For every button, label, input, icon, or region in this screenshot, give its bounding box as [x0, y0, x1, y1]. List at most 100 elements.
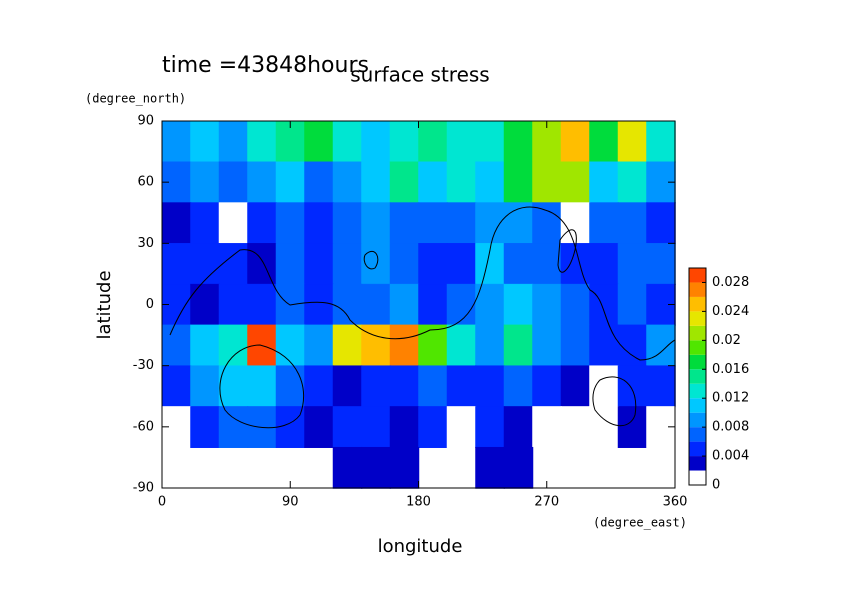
y-tick-label: 60	[137, 175, 154, 190]
field-cell	[589, 161, 619, 204]
field-cell	[446, 283, 477, 326]
field-cell	[332, 365, 363, 408]
field-cell	[646, 324, 676, 367]
field-cell	[161, 243, 192, 285]
y-unit: (degree_north)	[85, 92, 186, 106]
colorbar-tick-label: 0.02	[712, 333, 741, 348]
x-unit: (degree_east)	[593, 516, 687, 530]
colorbar-band	[689, 296, 706, 312]
field-cell	[532, 324, 562, 367]
colorbar-band	[689, 470, 706, 485]
field-cell	[475, 324, 505, 367]
y-axis-label: latitude	[94, 270, 115, 339]
field-cell	[361, 120, 391, 163]
field-cell	[304, 202, 334, 245]
field-cell	[190, 365, 220, 408]
field-cell	[503, 406, 534, 448]
field-cell	[617, 202, 648, 245]
field-cell	[389, 283, 420, 326]
coastlines	[169, 206, 676, 429]
field-cell	[446, 120, 477, 163]
field-cell	[332, 120, 363, 163]
colorbar-band	[689, 383, 706, 399]
field-cell	[275, 324, 306, 367]
field-cell	[475, 283, 505, 326]
colorbar-band	[689, 398, 706, 413]
colorbar-tick-label: 0.004	[712, 449, 749, 464]
field-cell	[617, 120, 648, 163]
field-cell	[304, 365, 334, 408]
field-cell	[503, 120, 534, 163]
field-cell	[389, 365, 420, 408]
field-cell	[361, 406, 391, 448]
field-cell	[532, 243, 562, 285]
colorbar-band	[689, 427, 706, 442]
field-cell	[275, 202, 306, 245]
field-cell	[589, 120, 619, 163]
field-cell	[446, 324, 477, 367]
field-cell	[161, 365, 192, 408]
field-cell	[304, 406, 334, 448]
colorbar-band	[689, 456, 706, 471]
x-tick-label: 270	[534, 495, 559, 510]
field-cell	[418, 324, 448, 367]
field-cell	[332, 324, 363, 367]
field-cell	[589, 283, 619, 326]
field-cell	[646, 120, 676, 163]
field-cell	[361, 243, 391, 285]
time-label: time =43848hours	[162, 53, 369, 78]
field-cell	[475, 446, 505, 489]
field-cell	[218, 161, 249, 204]
field-cell	[589, 243, 619, 285]
field-cell	[532, 202, 562, 245]
x-tick-label: 180	[406, 495, 431, 510]
field-cell	[361, 365, 391, 408]
colorbar-tick-label: 0.016	[712, 362, 749, 377]
field-cell	[190, 161, 220, 204]
colorbar-frame	[688, 267, 707, 486]
field-cell	[247, 365, 277, 408]
field-cell	[361, 202, 391, 245]
field-cell	[503, 283, 534, 326]
field-cell	[646, 365, 676, 408]
field-cell	[218, 283, 249, 326]
field-cell	[389, 446, 420, 489]
field-cell	[418, 365, 448, 408]
field-cell	[560, 324, 591, 367]
y-tick-label: -90	[133, 481, 154, 496]
field-cell	[304, 283, 334, 326]
field-cell	[418, 406, 448, 448]
field-cell	[560, 365, 591, 408]
field-cell	[190, 243, 220, 285]
field-cell	[332, 243, 363, 285]
field-cell	[418, 283, 448, 326]
field-cell	[589, 365, 619, 408]
field-cell	[418, 120, 448, 163]
field-cell	[646, 243, 676, 285]
field-cell	[503, 243, 534, 285]
field-cell	[560, 161, 591, 204]
field-cell	[446, 161, 477, 204]
field-cell	[418, 243, 448, 285]
field-cell	[389, 243, 420, 285]
field-cell	[332, 202, 363, 245]
x-tick-label: 0	[158, 495, 166, 510]
field-cell	[304, 161, 334, 204]
field-cell	[503, 365, 534, 408]
field-cell	[275, 161, 306, 204]
field-cell	[361, 161, 391, 204]
field	[161, 120, 676, 489]
field-cell	[361, 283, 391, 326]
colorbar-tick-label: 0.024	[712, 304, 749, 319]
field-cell	[389, 406, 420, 448]
field-cell	[617, 283, 648, 326]
field-cell	[304, 324, 334, 367]
field-cell	[190, 283, 220, 326]
field-cell	[617, 161, 648, 204]
field-cell	[446, 243, 477, 285]
field-cell	[560, 202, 591, 245]
field-cell	[503, 161, 534, 204]
field-cell	[190, 120, 220, 163]
field-cell	[532, 161, 562, 204]
